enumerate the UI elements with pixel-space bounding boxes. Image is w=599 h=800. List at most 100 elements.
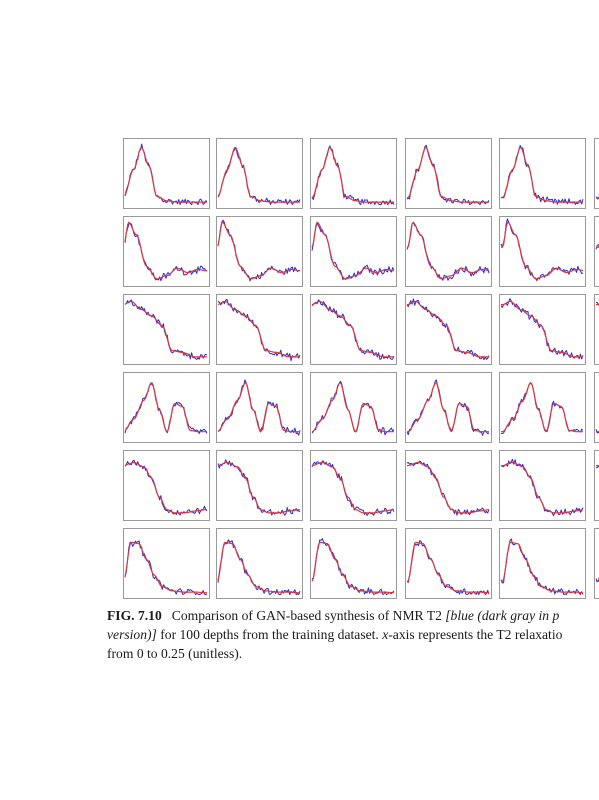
subplot-r2-c6: [594, 216, 599, 287]
subplot-r4-c3: [310, 372, 397, 443]
subplot-frame: [216, 528, 303, 599]
caption-line-3: from 0 to 0.25 (unitless).: [107, 644, 599, 663]
synthesized-curve: [311, 461, 395, 514]
subplot-r5-c4: [405, 450, 492, 521]
subplot-r2-c4: [405, 216, 492, 287]
synthesized-curve: [217, 382, 300, 433]
subplot-r6-c6: [594, 528, 599, 599]
subplot-r1-c1: [123, 138, 210, 209]
subplot-r6-c2: [216, 528, 303, 599]
synthesized-curve: [124, 382, 207, 433]
subplot-frame: [594, 528, 599, 599]
subplot-r6-c4: [405, 528, 492, 599]
synthesized-curve: [217, 221, 301, 280]
caption-italic: [blue (dark gray in p: [445, 608, 560, 623]
synthesized-curve: [406, 300, 489, 358]
subplot-r4-c2: [216, 372, 303, 443]
synthesized-curve: [311, 300, 394, 358]
subplot-r6-c3: [310, 528, 397, 599]
subplot-r2-c2: [216, 216, 303, 287]
synthesized-curve: [406, 221, 490, 280]
synthesized-curve: [124, 300, 207, 358]
subplot-r2-c1: [123, 216, 210, 287]
caption-text: -axis represents the T2 relaxatio: [388, 627, 563, 642]
caption-line-2: version)] for 100 depths from the traini…: [107, 625, 599, 644]
subplot-r3-c1: [123, 294, 210, 365]
subplot-r3-c4: [405, 294, 492, 365]
subplot-r3-c2: [216, 294, 303, 365]
subplot-r4-c4: [405, 372, 492, 443]
synthesized-curve: [407, 461, 490, 514]
caption-x-italic: x: [382, 627, 389, 642]
synthesized-curve: [124, 461, 207, 514]
subplot-r6-c1: [123, 528, 210, 599]
figure-caption: FIG. 7.10 Comparison of GAN-based synthes…: [107, 606, 599, 663]
synthesized-curve: [217, 147, 300, 203]
subplot-frame: [405, 216, 492, 287]
subplot-r3-c5: [499, 294, 586, 365]
figure-label: FIG. 7.10: [107, 608, 162, 623]
subplot-r4-c6: [594, 372, 599, 443]
subplot-r6-c5: [499, 528, 586, 599]
synthesized-curve: [311, 541, 394, 594]
synthesized-curve: [501, 221, 584, 280]
synthesized-curve: [124, 146, 207, 203]
caption-italic: version)]: [107, 627, 157, 642]
subplot-frame: [216, 138, 303, 209]
subplot-r1-c2: [216, 138, 303, 209]
subplot-frame: [310, 450, 397, 521]
subplot-frame: [123, 294, 210, 365]
subplot-r3-c6: [594, 294, 599, 365]
subplot-r5-c2: [216, 450, 303, 521]
subplot-r3-c3: [310, 294, 397, 365]
subplot-r2-c5: [499, 216, 586, 287]
subplot-frame: [499, 138, 586, 209]
synthesized-curve: [501, 300, 583, 358]
synthesized-curve: [501, 382, 583, 433]
subplot-frame: [499, 528, 586, 599]
subplot-frame: [123, 528, 210, 599]
subplot-r1-c3: [310, 138, 397, 209]
synthesized-curve: [217, 541, 300, 594]
subplot-r1-c6: [594, 138, 599, 209]
synthesized-curve: [406, 541, 489, 594]
subplot-r5-c3: [310, 450, 397, 521]
subplot-r1-c5: [499, 138, 586, 209]
subplot-frame: [216, 216, 303, 287]
synthesized-curve: [311, 146, 394, 203]
synthesized-curve: [217, 461, 300, 514]
subplot-frame: [123, 138, 210, 209]
caption-line-1: FIG. 7.10 Comparison of GAN-based synthes…: [107, 606, 599, 625]
subplot-frame: [594, 372, 599, 443]
synthesized-curve: [124, 221, 207, 280]
synthesized-curve: [501, 461, 584, 514]
caption-text: from 0 to 0.25 (unitless).: [107, 646, 243, 661]
subplot-r1-c4: [405, 138, 492, 209]
subplot-frame: [594, 294, 599, 365]
subplot-r4-c1: [123, 372, 210, 443]
caption-text: Comparison of GAN-based synthesis of NMR…: [171, 608, 446, 623]
figure-grid: [123, 138, 599, 599]
subplot-frame: [310, 138, 397, 209]
synthesized-curve: [311, 221, 395, 280]
subplot-frame: [499, 372, 586, 443]
subplot-r5-c5: [499, 450, 586, 521]
caption-text: for 100 depths from the training dataset…: [156, 627, 383, 642]
subplot-frame: [594, 138, 599, 209]
synthesized-curve: [124, 541, 207, 594]
subplot-frame: [499, 294, 586, 365]
synthesized-curve: [501, 541, 584, 594]
measured-curve: [406, 540, 490, 596]
subplot-frame: [594, 450, 599, 521]
subplot-frame: [310, 372, 397, 443]
measured-curve: [217, 539, 301, 596]
measured-curve: [311, 460, 395, 516]
synthesized-curve: [406, 382, 489, 433]
measured-curve: [311, 538, 395, 596]
synthesized-curve: [501, 146, 583, 203]
synthesized-curve: [311, 382, 394, 433]
subplot-r5-c6: [594, 450, 599, 521]
subplot-frame: [405, 138, 492, 209]
subplot-frame: [594, 216, 599, 287]
synthesized-curve: [217, 300, 300, 358]
